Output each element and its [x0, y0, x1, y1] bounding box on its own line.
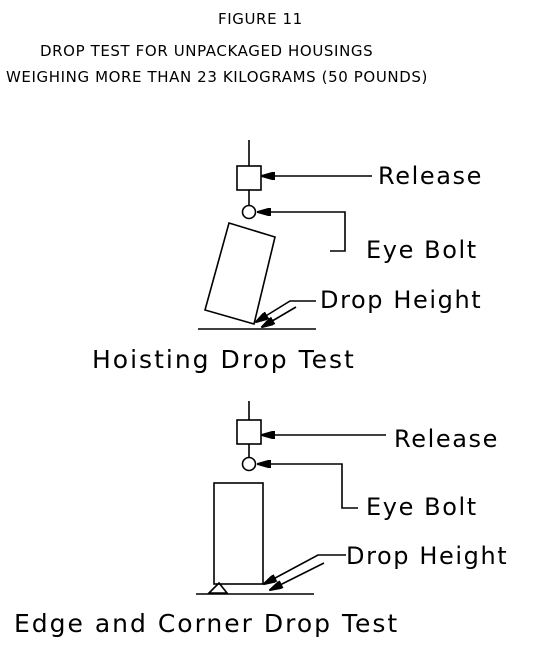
edge-corner-drop-test-diagram [196, 401, 386, 595]
hoist-eye-bolt [241, 204, 257, 220]
edge-eyebolt-label: Eye Bolt [366, 493, 478, 521]
hoist-eyebolt-label: Eye Bolt [366, 236, 478, 264]
hoist-caption: Hoisting Drop Test [92, 345, 356, 374]
edge-drop-height-label: Drop Height [346, 542, 509, 570]
hoist-drop-height-leader-1 [256, 300, 316, 322]
edge-eye-bolt [241, 456, 257, 472]
hoist-drop-height-leader-2 [262, 306, 297, 327]
edge-caption: Edge and Corner Drop Test [14, 609, 400, 638]
hoist-release-label: Release [378, 162, 483, 190]
edge-release-label: Release [394, 425, 499, 453]
edge-eyebolt-leader [258, 464, 358, 509]
edge-release-block [236, 419, 262, 445]
hoist-release-block [236, 165, 262, 191]
edge-support-block [207, 581, 229, 594]
edge-drop-height-leader-1 [264, 554, 346, 584]
hoist-eyebolt-leader [258, 212, 346, 252]
edge-housing [213, 482, 264, 585]
hoisting-drop-test-diagram [198, 140, 372, 330]
figure-title-line1: DROP TEST FOR UNPACKAGED HOUSINGS [40, 42, 374, 60]
hoist-housing [204, 221, 276, 325]
hoist-drop-height-label: Drop Height [320, 286, 483, 314]
figure-number: FIGURE 11 [218, 10, 303, 28]
edge-drop-height-leader-2 [270, 562, 325, 590]
figure-title-line2: WEIGHING MORE THAN 23 KILOGRAMS (50 POUN… [6, 68, 428, 86]
